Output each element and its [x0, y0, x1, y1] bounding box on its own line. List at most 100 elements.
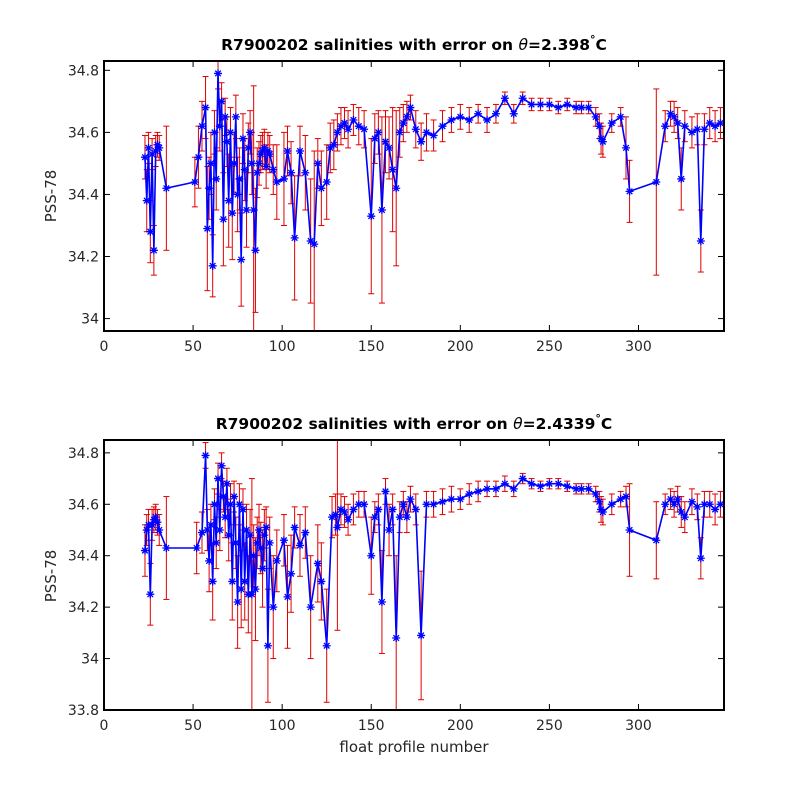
data-point — [399, 500, 408, 509]
data-point — [500, 94, 509, 103]
data-point — [142, 526, 151, 534]
data-point — [344, 515, 353, 524]
data-point — [224, 531, 233, 540]
data-point — [290, 233, 299, 242]
data-point — [226, 128, 235, 137]
data-point — [287, 569, 296, 578]
y-tick-label: 34.8 — [68, 63, 99, 79]
data-point — [572, 484, 581, 493]
data-point — [388, 505, 397, 514]
data-point — [527, 479, 536, 488]
data-point — [151, 513, 160, 522]
data-point — [228, 209, 237, 218]
data-point — [509, 109, 518, 118]
data-point — [598, 137, 607, 146]
data-point — [622, 143, 631, 152]
data-point — [456, 112, 465, 121]
data-point — [456, 495, 465, 504]
data-point — [237, 255, 246, 264]
data-point — [272, 556, 281, 565]
data-point — [283, 147, 292, 155]
data-point — [203, 526, 212, 534]
data-point — [262, 523, 271, 532]
data-point — [687, 128, 696, 137]
data-point — [322, 178, 331, 187]
data-point — [693, 502, 702, 511]
data-point — [148, 150, 157, 159]
data-point — [203, 224, 212, 233]
x-tick-label: 300 — [625, 339, 652, 355]
x-tick-label: 150 — [358, 718, 385, 734]
data-point — [370, 134, 379, 143]
data-point — [313, 159, 322, 168]
data-point — [336, 122, 345, 131]
data-point — [465, 490, 474, 498]
data-point — [279, 536, 288, 545]
data-point — [429, 131, 438, 140]
data-point — [340, 119, 349, 128]
data-point — [696, 237, 705, 245]
data-point — [249, 205, 258, 214]
data-point — [255, 526, 263, 534]
x-tick-label: 200 — [447, 339, 474, 355]
data-point — [360, 125, 369, 134]
data-point — [392, 634, 401, 642]
data-point — [336, 505, 345, 514]
data-point — [251, 246, 260, 255]
data-point — [422, 128, 431, 137]
data-point — [509, 484, 518, 493]
data-point — [326, 143, 335, 152]
data-point — [212, 538, 221, 547]
data-point — [310, 240, 319, 249]
data-point — [228, 577, 237, 586]
data-point — [313, 559, 322, 568]
data-point — [491, 484, 500, 493]
data-point — [208, 577, 217, 586]
data-point — [554, 103, 563, 112]
data-point — [381, 487, 390, 496]
data-point — [265, 150, 274, 159]
data-point — [329, 140, 338, 149]
data-point — [333, 523, 342, 532]
data-point — [238, 134, 247, 143]
data-point — [392, 184, 401, 193]
data-point — [242, 205, 251, 214]
data-point — [301, 528, 310, 537]
data-point — [711, 122, 720, 131]
data-point — [385, 143, 394, 152]
plot-area-bottom — [104, 440, 724, 710]
data-point — [155, 526, 164, 534]
x-tick-label: 50 — [184, 718, 202, 734]
data-point — [584, 484, 593, 493]
data-point — [317, 184, 326, 193]
data-point — [622, 492, 631, 501]
data-point — [263, 641, 272, 650]
data-point — [687, 497, 696, 506]
data-point — [322, 641, 331, 650]
data-point — [258, 147, 267, 155]
data-point — [151, 147, 160, 155]
data-point — [666, 495, 675, 504]
data-point — [230, 159, 239, 168]
data-point — [210, 500, 219, 509]
y-axis-label-top: PSS-78 — [42, 170, 60, 223]
data-point — [700, 500, 709, 509]
data-point — [221, 112, 230, 121]
data-point — [221, 513, 230, 522]
axes-frame-bottom — [103, 439, 725, 711]
x-tick-label: 100 — [269, 718, 296, 734]
data-point — [306, 603, 315, 612]
data-point — [399, 119, 408, 128]
data-point — [652, 536, 661, 545]
data-point — [402, 112, 411, 121]
data-point — [677, 508, 686, 516]
data-point — [240, 165, 249, 174]
data-point — [255, 159, 263, 168]
data-point — [210, 128, 219, 137]
data-point — [584, 103, 593, 112]
data-point — [595, 497, 604, 506]
data-point — [395, 513, 404, 522]
data-point — [222, 479, 231, 488]
data-point — [354, 122, 363, 131]
data-point — [231, 538, 240, 547]
